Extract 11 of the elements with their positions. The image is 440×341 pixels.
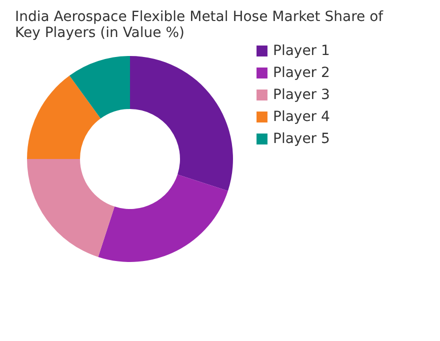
donut-slice [27, 159, 115, 257]
legend-label: Player 1 [273, 43, 330, 59]
donut-slice [27, 76, 101, 159]
donut-slice [69, 56, 130, 119]
legend-label: Player 4 [273, 109, 330, 125]
legend-label: Player 2 [273, 65, 330, 81]
legend-label: Player 3 [273, 87, 330, 103]
legend-label: Player 5 [273, 131, 330, 147]
chart-title: India Aerospace Flexible Metal Hose Market Share of Key Players (in Value %) [15, 9, 384, 41]
donut-slice [130, 56, 233, 191]
donut-slice [98, 174, 228, 262]
